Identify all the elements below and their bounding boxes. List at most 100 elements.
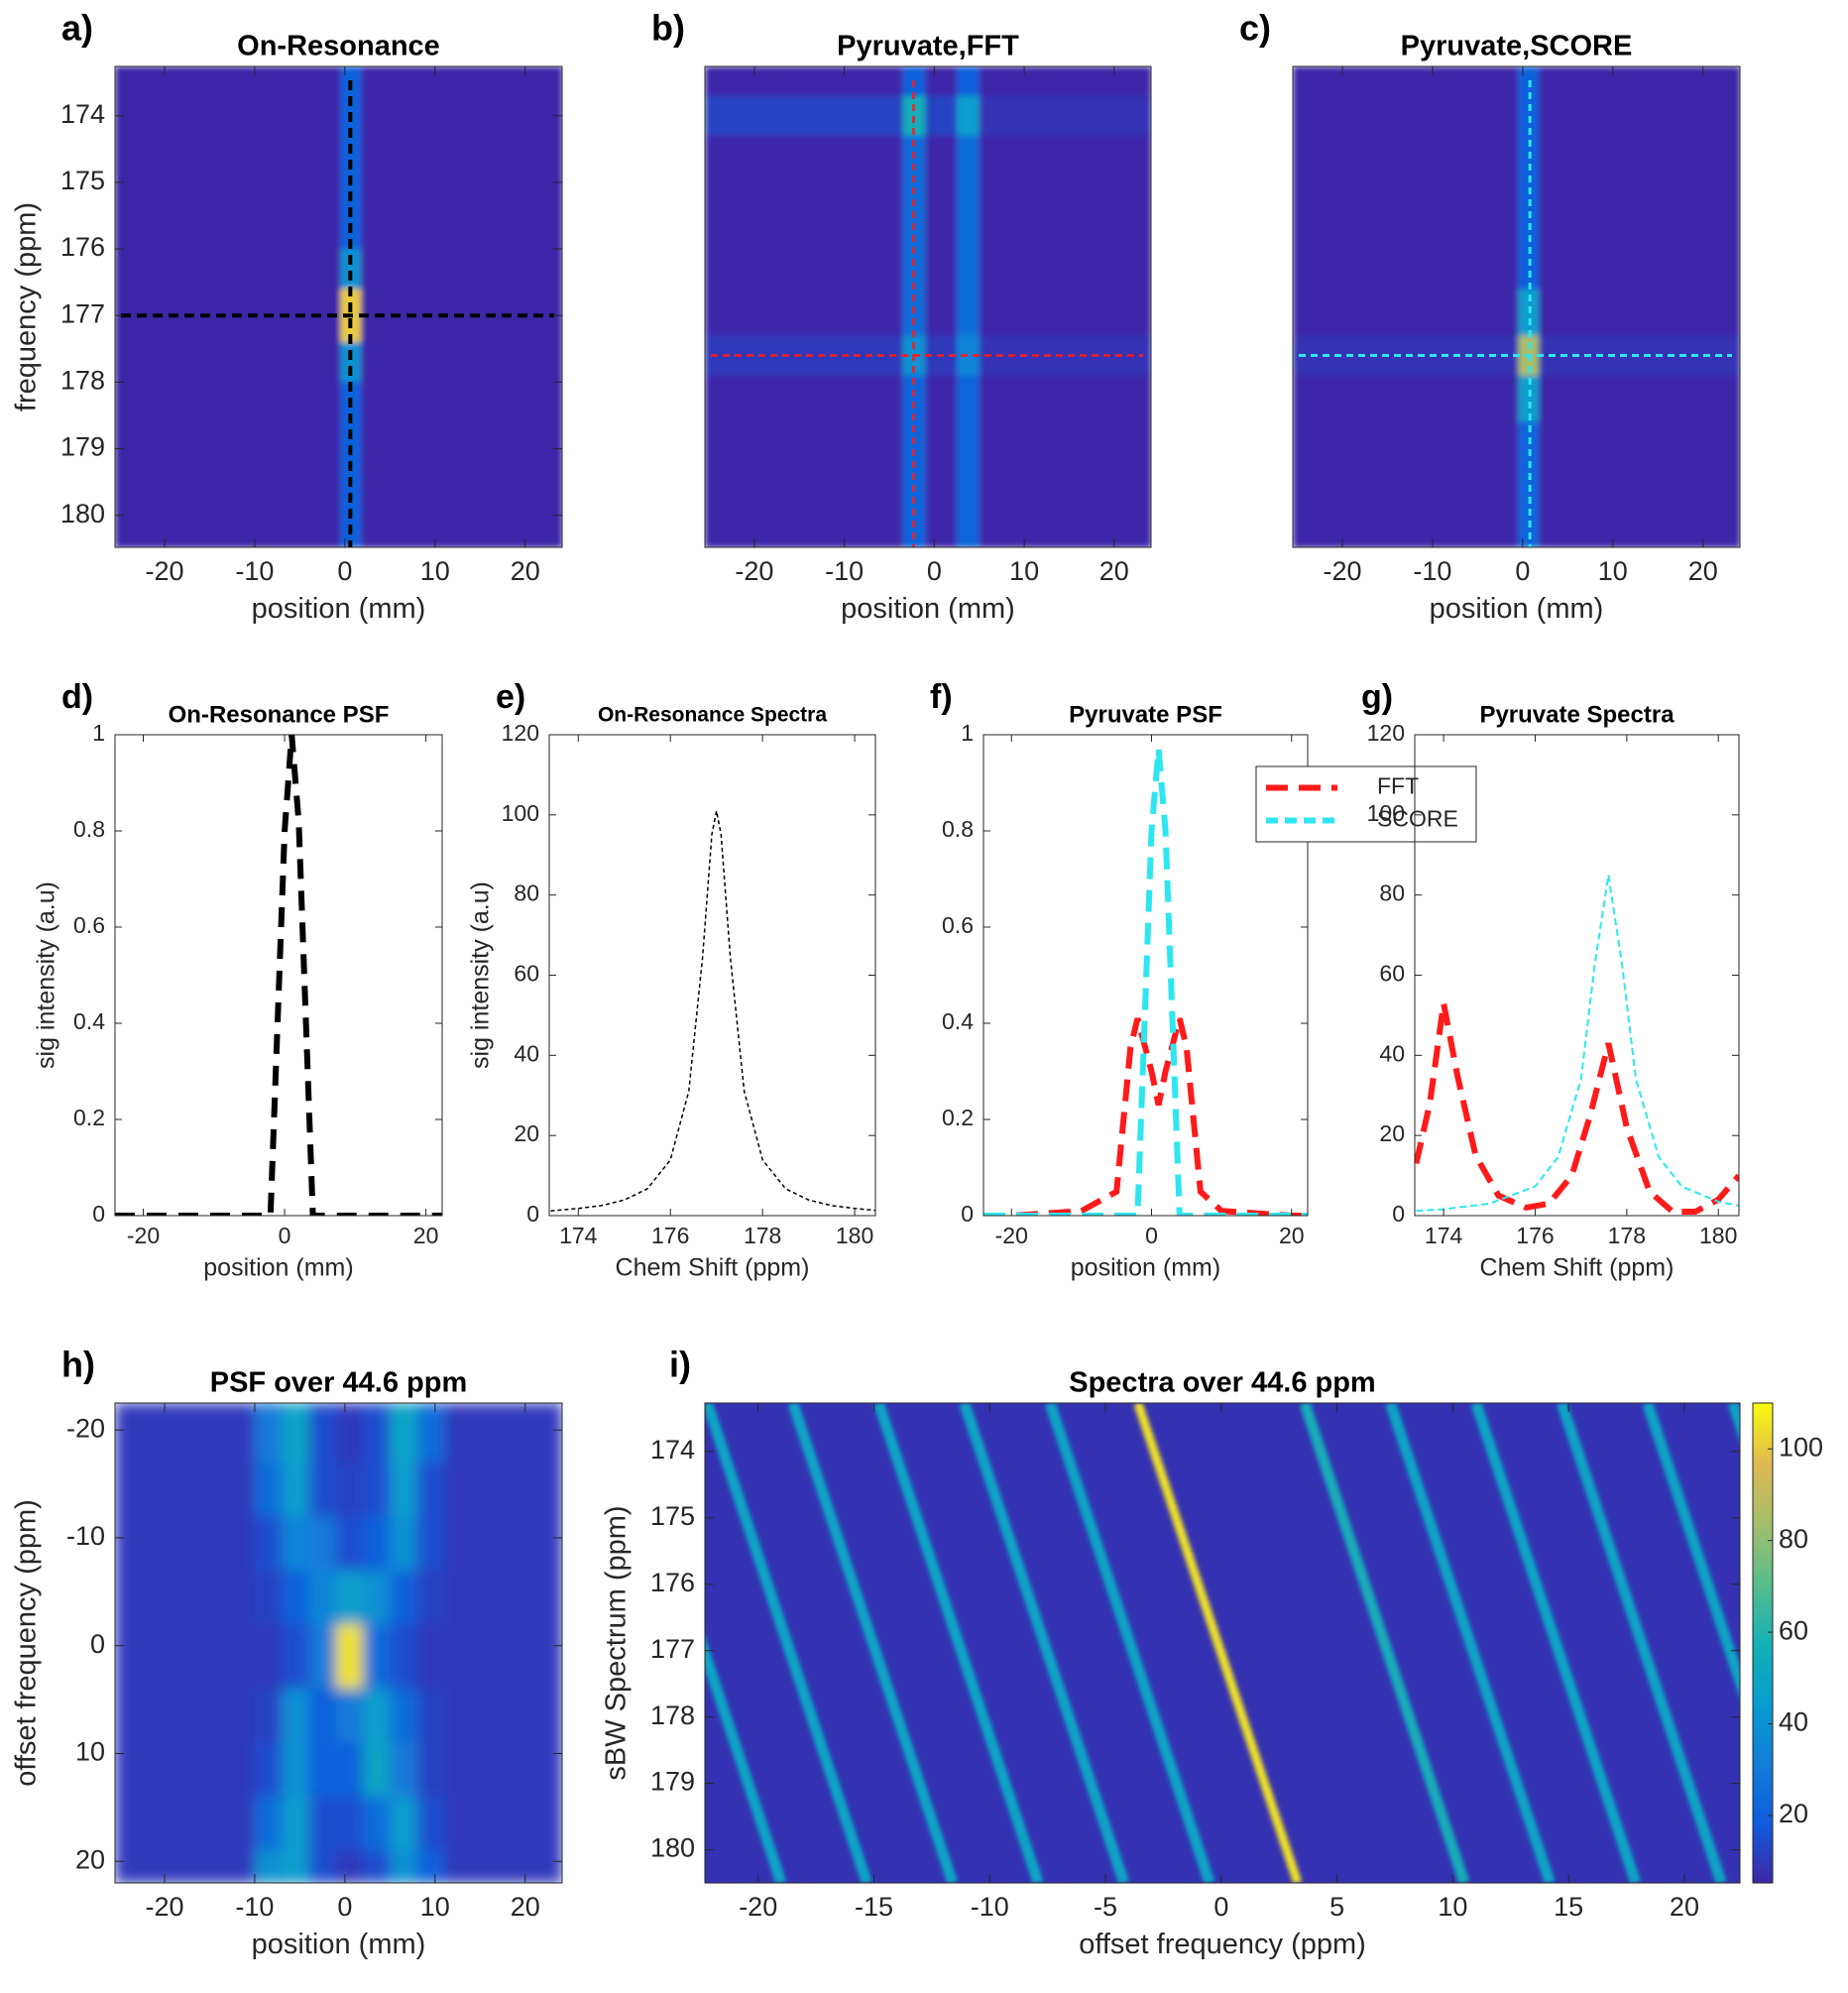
heatmap-cells (115, 1403, 562, 1883)
x-tick-label: 20 (511, 556, 540, 586)
heatmap-cell (705, 66, 904, 97)
x-tick-label: 20 (1688, 556, 1718, 586)
x-axis-label: position (mm) (841, 593, 1015, 625)
heatmap-cell (115, 1742, 256, 1798)
heatmap-cell (979, 66, 1151, 97)
heatmap-cell (308, 1796, 337, 1851)
heatmap-cell (115, 1516, 256, 1572)
ridge (787, 1403, 959, 1883)
plot-area (115, 66, 562, 547)
chart-title: On-Resonance (237, 31, 440, 62)
y-tick-label: 60 (514, 961, 539, 987)
x-tick-label: -20 (735, 556, 773, 586)
heatmap-cell (443, 1850, 562, 1883)
heatmap-cell (390, 1742, 418, 1798)
x-tick-label: -20 (995, 1223, 1028, 1248)
x-tick-label: 0 (1145, 1223, 1158, 1248)
y-tick-label: 0.6 (942, 912, 974, 938)
x-tick-label: 10 (420, 556, 450, 586)
heatmap-cell (363, 1570, 391, 1625)
heatmap-cell (1539, 335, 1740, 377)
heatmap-cell (416, 1742, 445, 1798)
y-tick-label: 0.8 (73, 816, 105, 842)
heatmap-cell (957, 95, 981, 137)
colorbar-tick-label: 40 (1779, 1707, 1808, 1737)
x-tick-label: 0 (1213, 1892, 1228, 1922)
heatmap-cell (282, 1570, 309, 1625)
line-series (1416, 875, 1739, 1213)
x-axis-label: position (mm) (252, 593, 426, 625)
y-tick-label: 176 (650, 1568, 695, 1597)
y-tick-label: 120 (1367, 720, 1405, 746)
panel: -20 -10 0 10 20 Pyruvate,SCORE c) position (mm) (1239, 8, 1741, 625)
panel-label: d) (61, 678, 93, 716)
heatmap-cell (1293, 375, 1519, 423)
heatmap-cell (254, 1850, 283, 1883)
heatmap-cell (308, 1623, 337, 1690)
heatmap-cell (254, 1403, 283, 1464)
heatmap-cell (416, 1462, 445, 1517)
y-tick-label: 180 (650, 1833, 695, 1863)
heatmap-cell (115, 1689, 256, 1744)
heatmap-cell (115, 1850, 256, 1883)
plot-area (1293, 66, 1740, 547)
x-axis-label: position (mm) (203, 1254, 353, 1282)
chart-title: On-Resonance Spectra (598, 704, 827, 727)
heatmap-cell (443, 1796, 562, 1851)
heatmap-cell (363, 1742, 391, 1798)
heatmap-cell (1518, 421, 1540, 547)
heatmap-cell (705, 95, 904, 137)
heatmap-cell (363, 1462, 391, 1517)
ridge (872, 1403, 1044, 1883)
x-tick-label: 20 (511, 1892, 540, 1922)
x-tick-label: 15 (1554, 1892, 1583, 1922)
panel: 20 40 60 80 100 -20 -15 -10 -5 0 5 10 15 20 174 175 176 1… (601, 1345, 1823, 1961)
x-tick-label: -10 (1413, 556, 1451, 586)
heatmap-cell (979, 95, 1151, 137)
y-tick-label: 80 (1379, 880, 1405, 906)
heatmap-cell (363, 1796, 391, 1851)
heatmap-cell (335, 1689, 364, 1744)
ridge (1299, 1403, 1470, 1883)
ridge (1044, 1403, 1215, 1883)
ridge (959, 1403, 1129, 1883)
heatmap-cell (115, 289, 341, 343)
line-series (983, 1017, 1308, 1216)
heatmap-cell (335, 1796, 364, 1851)
y-tick-label: 80 (514, 880, 539, 906)
heatmap-cell (282, 1850, 309, 1883)
heatmap-cell (282, 1796, 309, 1851)
y-axis-label: sig intensity (a.u) (467, 881, 495, 1069)
heatmap-cell (340, 66, 362, 250)
heatmap-cell (443, 1742, 562, 1798)
panel: -20 -10 0 10 20 -20 -10 0 10 20 PSF over 44.6 ppm h… (11, 1345, 563, 1960)
heatmap-cell (115, 1570, 256, 1625)
heatmap-cell (1518, 375, 1540, 423)
y-tick-label: 177 (60, 298, 105, 328)
y-tick-label: 1 (961, 720, 974, 746)
axes-box (114, 734, 443, 1217)
heatmap-cell (340, 249, 362, 290)
heatmap-cell (925, 95, 958, 137)
heatmap-cell (335, 1462, 364, 1517)
y-tick-label: 178 (60, 366, 105, 396)
heatmap-cell (957, 375, 981, 547)
heatmap-cell (115, 382, 341, 547)
y-tick-label: 176 (60, 232, 105, 262)
heatmap-cell (282, 1623, 309, 1690)
x-tick-label: -10 (825, 556, 864, 586)
y-tick-label: 0.8 (942, 816, 974, 842)
heatmap-cell (115, 1796, 256, 1851)
heatmap-cell (254, 1742, 283, 1798)
panel-label: c) (1239, 8, 1271, 49)
heatmap-cell (308, 1742, 337, 1798)
plot-area (115, 735, 442, 1216)
panel: -20 -10 0 10 20 Pyruvate,FFT b) position (mm) (651, 8, 1152, 625)
x-tick-label: 20 (413, 1223, 439, 1248)
heatmap-cell (363, 1403, 391, 1464)
heatmap-cell (308, 1462, 337, 1517)
y-tick-label: -20 (66, 1413, 105, 1443)
x-tick-label: 20 (1279, 1223, 1305, 1248)
x-tick-label: -20 (145, 1892, 183, 1922)
panel-label: a) (61, 8, 93, 49)
